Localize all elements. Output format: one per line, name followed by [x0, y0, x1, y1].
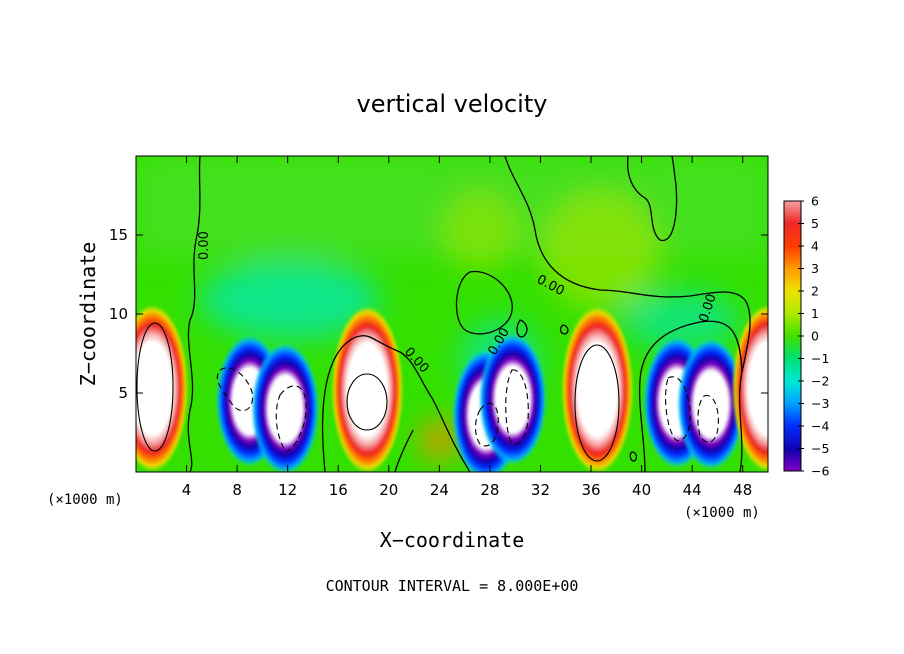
x-unit-label-left: (×1000 m)	[47, 492, 123, 508]
x-tick-label: 4	[182, 481, 192, 499]
inner-dashed-contour	[275, 385, 307, 453]
inner-dashed-contour	[505, 369, 529, 445]
colorbar-tick-label: 4	[811, 239, 819, 254]
x-tick-label: 16	[329, 481, 348, 499]
zero-contour-line	[187, 156, 201, 472]
x-tick-label: 28	[480, 481, 499, 499]
colorbar-tick-label: 1	[811, 306, 819, 321]
updraft-cell	[331, 305, 404, 472]
x-tick-label: 24	[430, 481, 449, 499]
zero-contour-line	[516, 319, 528, 338]
downdraft-cell	[677, 338, 746, 471]
inner-dashed-contour	[216, 367, 254, 412]
colorbar-tick-label: 0	[811, 329, 819, 344]
colorbar-tick-label: −3	[811, 396, 829, 411]
zero-contour-line	[321, 335, 471, 472]
chart-title: vertical velocity	[357, 90, 548, 118]
x-tick-label: 40	[632, 481, 651, 499]
colorbar-tick-label: −1	[811, 351, 829, 366]
x-tick-label: 48	[733, 481, 752, 499]
colorbar-tick-label: −6	[811, 464, 829, 479]
cyan-zone	[620, 290, 740, 350]
x-tick-label: 20	[379, 481, 398, 499]
inner-solid-contour	[346, 373, 388, 431]
colorbar-tick-label: −4	[811, 419, 829, 434]
zero-contour-line	[455, 270, 513, 335]
zero-contour-line	[629, 451, 638, 462]
yellow-zone	[440, 190, 520, 270]
x-tick-label: 12	[278, 481, 297, 499]
orange-zone	[420, 420, 460, 460]
cyan-zone	[200, 260, 380, 340]
contour-label: 0.00	[197, 231, 212, 260]
colorbar-tick-label: 3	[811, 261, 819, 276]
inner-solid-contour	[136, 322, 174, 452]
x-axis-ticks: 4 8 12 16 20 24 28 32 36 40 44 48	[182, 156, 752, 499]
x-unit-label-right: (×1000 m)	[684, 505, 760, 521]
zero-contours	[187, 156, 751, 472]
yellow-zone	[540, 190, 660, 310]
inner-dashed-contour	[665, 376, 691, 442]
colorbar-ticks: 6 5 4 3 2 1 0 −1 −2 −3 −4 −5 −6	[798, 194, 829, 479]
colorbar-tick-label: 6	[811, 194, 819, 209]
inner-solid-contour	[574, 344, 620, 462]
y-tick-label: 10	[109, 305, 128, 323]
inner-dashed-contour	[697, 394, 719, 443]
colorbar-tick-label: 5	[811, 216, 819, 231]
downdraft-cell	[251, 342, 320, 472]
colorbar-tick-label: −2	[811, 374, 829, 389]
updraft-cell	[136, 304, 189, 472]
y-tick-label: 5	[118, 384, 128, 402]
updraft-cell	[561, 305, 634, 472]
y-axis-ticks: 5 10 15	[109, 226, 768, 402]
zero-contour-line	[394, 429, 414, 472]
colorbar: 6 5 4 3 2 1 0 −1 −2 −3 −4 −5 −6	[783, 194, 829, 479]
x-tick-label: 8	[232, 481, 242, 499]
zero-contour-line	[626, 156, 678, 241]
plot-area: 0.00 0.00 0.00 0.00 0.00	[136, 156, 768, 472]
y-axis-label: Z−coordinate	[76, 242, 100, 387]
x-axis-label: X−coordinate	[380, 528, 525, 552]
contour-interval-note: CONTOUR INTERVAL = 8.000E+00	[326, 577, 579, 595]
zero-contour-line	[504, 156, 751, 472]
x-tick-label: 44	[683, 481, 702, 499]
colorbar-tick-label: 2	[811, 284, 819, 299]
downdraft-cell	[478, 333, 547, 466]
x-tick-label: 32	[531, 481, 550, 499]
x-tick-label: 36	[581, 481, 600, 499]
inner-contours	[136, 322, 719, 462]
colorbar-tick-label: −5	[811, 441, 829, 456]
zero-contour-line	[559, 324, 569, 335]
y-tick-label: 15	[109, 226, 128, 244]
zero-contour-line	[639, 320, 743, 472]
